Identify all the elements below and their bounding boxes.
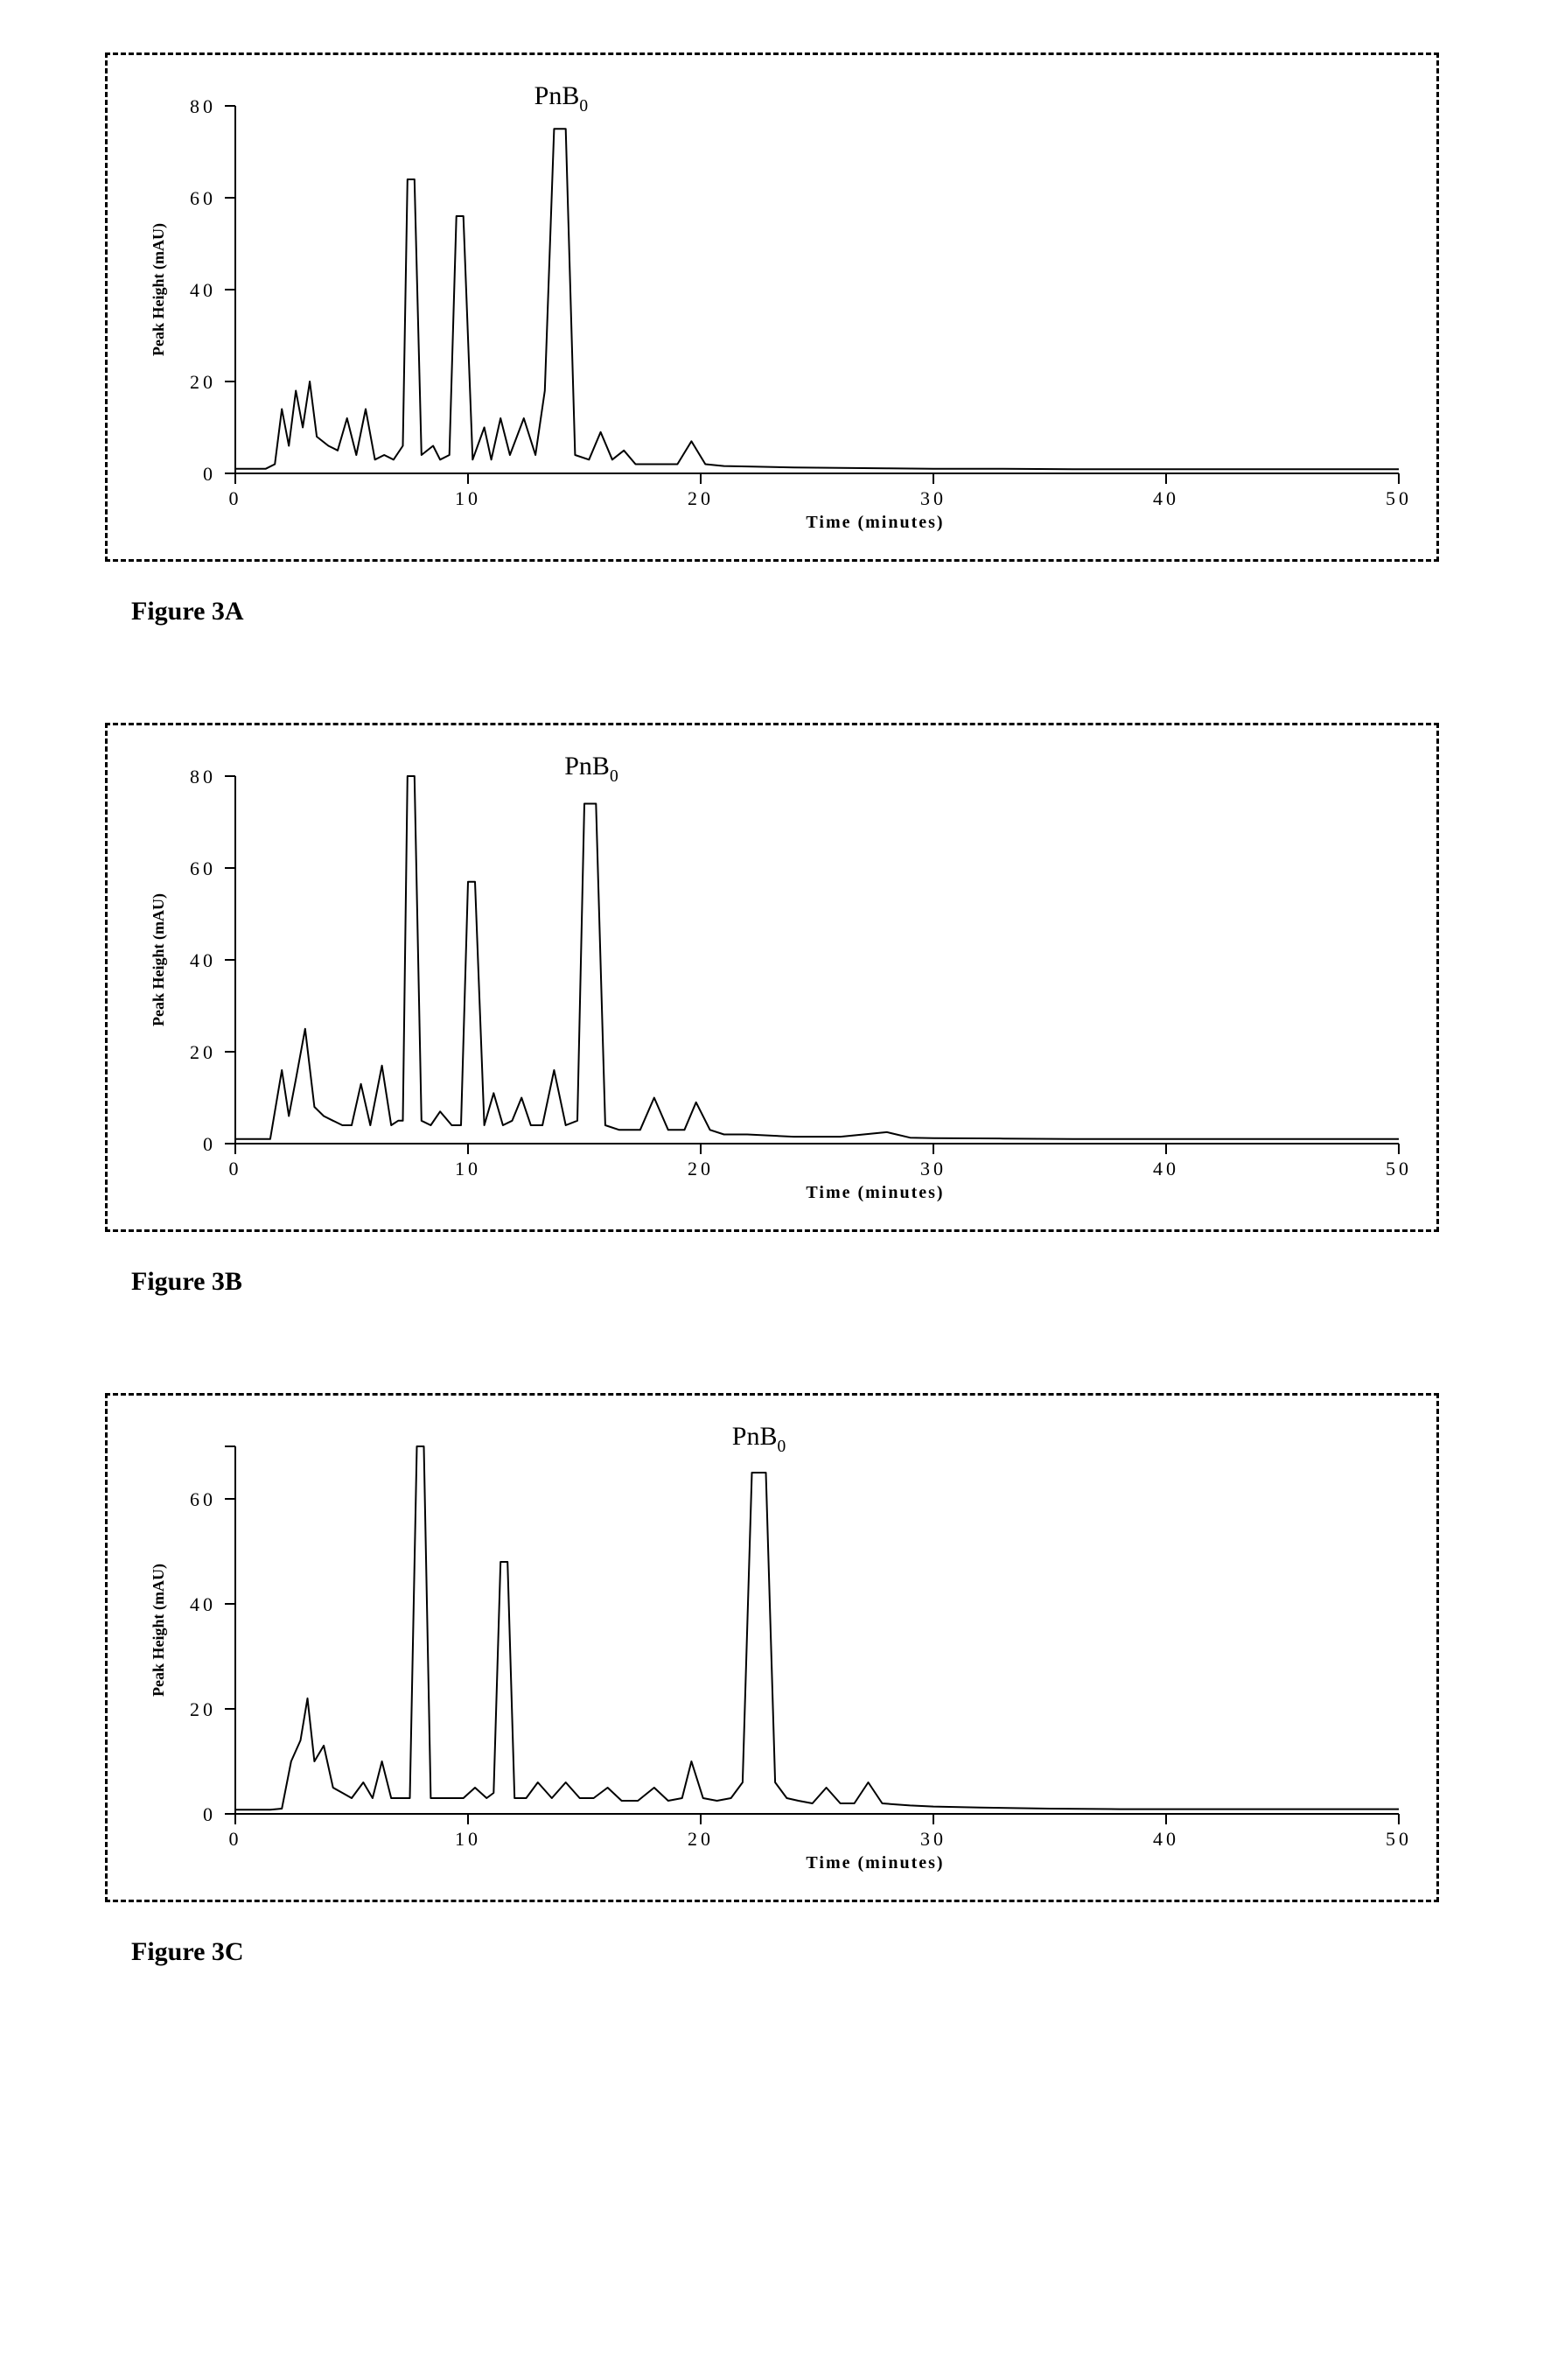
svg-text:10: 10 bbox=[455, 1158, 481, 1180]
svg-text:Peak Height (mAU): Peak Height (mAU) bbox=[150, 893, 168, 1026]
svg-text:50: 50 bbox=[1386, 1828, 1412, 1850]
svg-text:PnB0: PnB0 bbox=[564, 752, 618, 786]
svg-text:30: 30 bbox=[920, 1158, 947, 1180]
fig3c-panel: 0 20 40 60 0 10 20 30 40 50 Peak Height (mAU) Time … bbox=[105, 1393, 1439, 1902]
svg-text:0: 0 bbox=[203, 1133, 216, 1155]
fig3c-chart: 020406001020304050Peak Height (mAU)Time … bbox=[139, 1420, 1405, 1875]
svg-text:Time (minutes): Time (minutes) bbox=[806, 1853, 944, 1872]
svg-text:20: 20 bbox=[190, 371, 216, 393]
svg-text:60: 60 bbox=[190, 187, 216, 209]
svg-text:0: 0 bbox=[203, 463, 216, 485]
fig3c-caption: Figure 3C bbox=[131, 1937, 1439, 1967]
svg-text:30: 30 bbox=[920, 1828, 947, 1850]
svg-text:PnB0: PnB0 bbox=[534, 81, 588, 116]
svg-text:20: 20 bbox=[688, 1828, 714, 1850]
svg-text:0: 0 bbox=[229, 1158, 242, 1180]
fig3b-caption: Figure 3B bbox=[131, 1267, 1439, 1297]
svg-text:20: 20 bbox=[688, 1158, 714, 1180]
fig3b-chart: 02040608001020304050Peak Height (mAU)Tim… bbox=[139, 750, 1405, 1205]
svg-text:20: 20 bbox=[190, 1041, 216, 1063]
svg-text:0: 0 bbox=[229, 487, 242, 509]
svg-text:40: 40 bbox=[1153, 487, 1179, 509]
svg-text:Peak Height (mAU): Peak Height (mAU) bbox=[150, 223, 168, 356]
svg-text:30: 30 bbox=[920, 487, 947, 509]
svg-text:60: 60 bbox=[190, 1488, 216, 1510]
svg-text:20: 20 bbox=[688, 487, 714, 509]
svg-text:Time (minutes): Time (minutes) bbox=[806, 1183, 944, 1202]
svg-text:80: 80 bbox=[190, 95, 216, 117]
svg-text:Time (minutes): Time (minutes) bbox=[806, 513, 944, 532]
svg-text:40: 40 bbox=[1153, 1158, 1179, 1180]
svg-text:20: 20 bbox=[190, 1698, 216, 1720]
svg-text:80: 80 bbox=[190, 766, 216, 788]
fig3a-chart: 02040608001020304050Peak Height (mAU)Tim… bbox=[139, 80, 1405, 535]
svg-text:40: 40 bbox=[190, 1593, 216, 1615]
svg-text:40: 40 bbox=[1153, 1828, 1179, 1850]
svg-text:50: 50 bbox=[1386, 487, 1412, 509]
svg-text:40: 40 bbox=[190, 279, 216, 301]
svg-text:50: 50 bbox=[1386, 1158, 1412, 1180]
svg-text:60: 60 bbox=[190, 858, 216, 879]
svg-text:10: 10 bbox=[455, 487, 481, 509]
svg-text:0: 0 bbox=[203, 1803, 216, 1825]
svg-text:40: 40 bbox=[190, 949, 216, 971]
svg-text:PnB0: PnB0 bbox=[732, 1422, 786, 1456]
fig3b-panel: 0 20 40 60 80 0 10 20 30 40 50 Peak Height (mAU) Tim… bbox=[105, 723, 1439, 1232]
fig3a-panel: 0 20 40 60 80 0 10 20 30 40 50 Peak Height (mAU) Tim… bbox=[105, 52, 1439, 562]
svg-text:0: 0 bbox=[229, 1828, 242, 1850]
svg-text:Peak Height (mAU): Peak Height (mAU) bbox=[150, 1564, 168, 1697]
svg-text:10: 10 bbox=[455, 1828, 481, 1850]
fig3a-caption: Figure 3A bbox=[131, 597, 1439, 626]
